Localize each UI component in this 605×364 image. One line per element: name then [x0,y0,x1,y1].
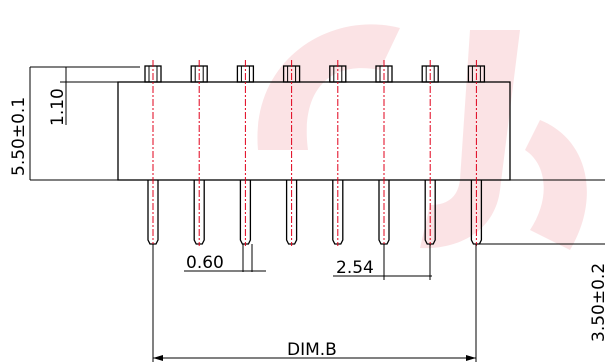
span-label: DIM.B [287,340,337,360]
dimension-pin-width: 0.60 [184,244,266,273]
dimension-upper-pin-height: 1.10 [48,67,118,126]
center-line-group [152,60,477,246]
dimension-pitch: 2.54 [333,244,432,280]
dimension-total-height: 5.50±0.1 [9,66,140,181]
watermark-logo [257,24,587,250]
dimension-lower-pin-length: 3.50±0.2 [480,179,605,342]
pin-width-label: 0.60 [186,253,224,273]
dimension-span: DIM.B [152,244,477,362]
housing-body [117,81,511,181]
upper-pin-height-label: 1.10 [48,88,68,126]
total-height-label: 5.50±0.1 [9,97,29,176]
pitch-label: 2.54 [336,258,374,278]
lower-pin-length-label: 3.50±0.2 [589,263,605,342]
